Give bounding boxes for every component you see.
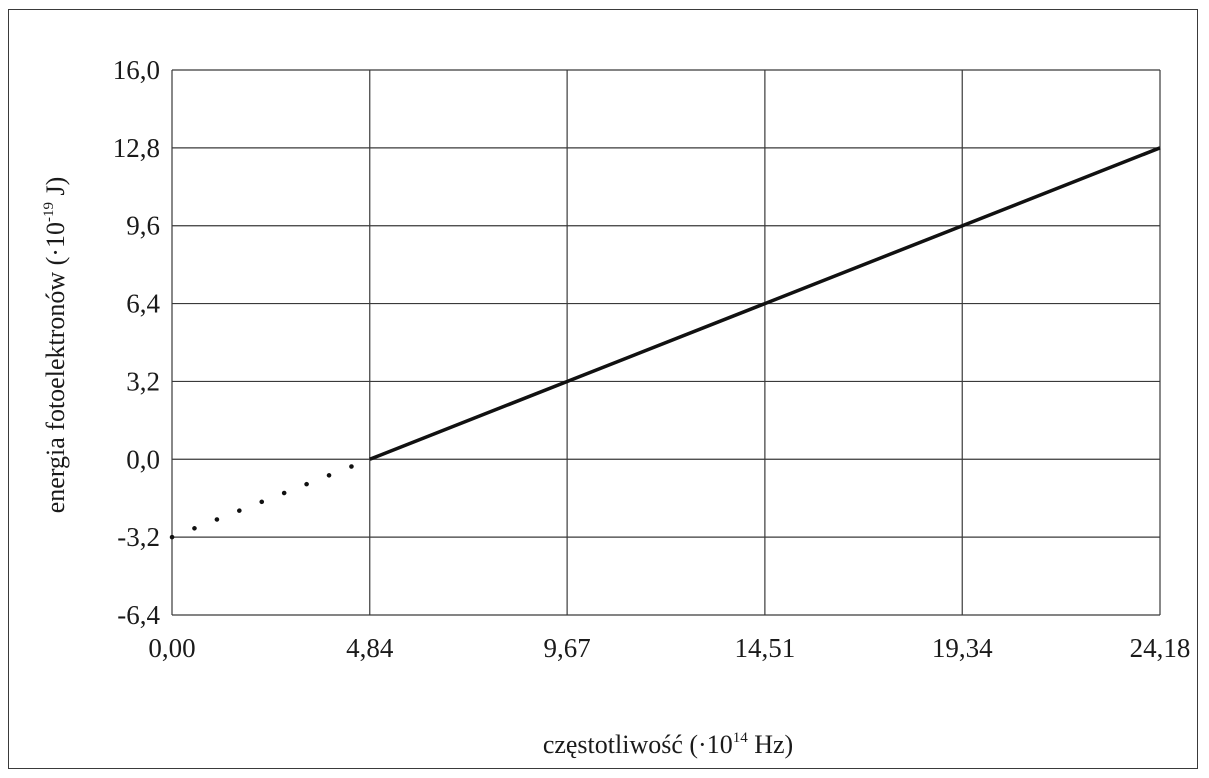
y-tick-label: 12,8 [113,133,160,163]
y-tick-label: 9,6 [126,211,160,241]
x-axis-title-prefix: częstotliwość (·10 [543,730,733,759]
y-axis-title-suffix: J) [41,177,70,202]
x-tick-label: 4,84 [346,633,394,663]
y-axis-title: energia fotoelektronów (·10-19 J) [41,177,70,513]
x-axis-title-suffix: Hz) [748,730,793,759]
series-layer [172,148,1160,537]
x-tick-label: 9,67 [543,633,590,663]
x-axis-title-exponent: 14 [733,730,749,746]
y-tick-label: 0,0 [126,444,160,474]
x-tick-labels: 0,00 4,84 9,67 14,51 19,34 24,18 [148,633,1190,663]
y-tick-label: 16,0 [113,55,160,85]
x-tick-label: 24,18 [1130,633,1191,663]
y-axis-title-prefix: energia fotoelektronów (·10 [41,222,70,513]
y-tick-label: -3,2 [117,522,160,552]
x-tick-label: 19,34 [932,633,993,663]
series-line-dotted [172,459,370,537]
y-tick-label: 6,4 [126,289,160,319]
y-tick-label: 3,2 [126,366,160,396]
y-tick-labels: -6,4 -3,2 0,0 3,2 6,4 9,6 12,8 16,0 [113,55,161,630]
y-tick-label: -6,4 [117,600,160,630]
x-tick-label: 14,51 [735,633,796,663]
x-tick-label: 0,00 [148,633,195,663]
x-axis-title: częstotliwość (·1014 Hz) [543,730,793,759]
y-axis-title-exponent: -19 [41,202,57,222]
